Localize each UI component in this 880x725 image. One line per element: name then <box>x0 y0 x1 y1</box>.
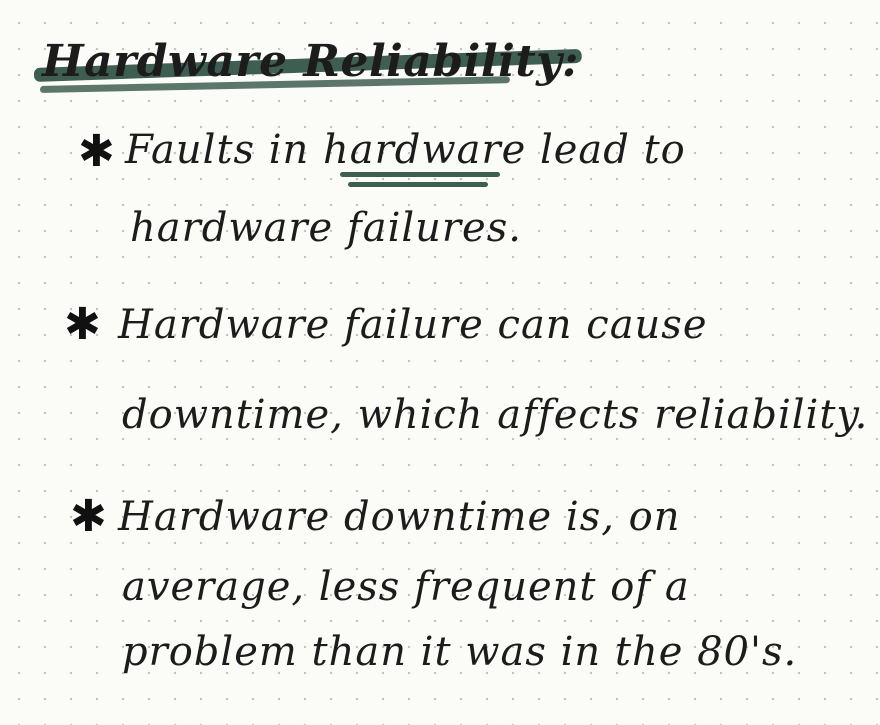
bullet-3-line-1: Hardware downtime is, on <box>118 494 681 540</box>
bullet-3-line-3: problem than it was in the 80's. <box>122 629 798 675</box>
page-title: Hardware Reliability: <box>42 36 579 87</box>
asterisk-bullet-icon: ✱ <box>70 491 107 542</box>
hardware-underline-2 <box>348 182 488 187</box>
asterisk-bullet-icon: ✱ <box>78 126 115 177</box>
bullet-1-line-1: Faults in hardware lead to <box>125 127 686 173</box>
bullet-2-line-2: downtime, which affects reliability. <box>122 392 869 438</box>
bullet-2-line-1: Hardware failure can cause <box>118 302 708 348</box>
hardware-underline <box>340 172 500 177</box>
bullet-3-line-2: average, less frequent of a <box>122 564 690 610</box>
bullet-1-line-2: hardware failures. <box>130 205 522 251</box>
asterisk-bullet-icon: ✱ <box>64 299 101 350</box>
